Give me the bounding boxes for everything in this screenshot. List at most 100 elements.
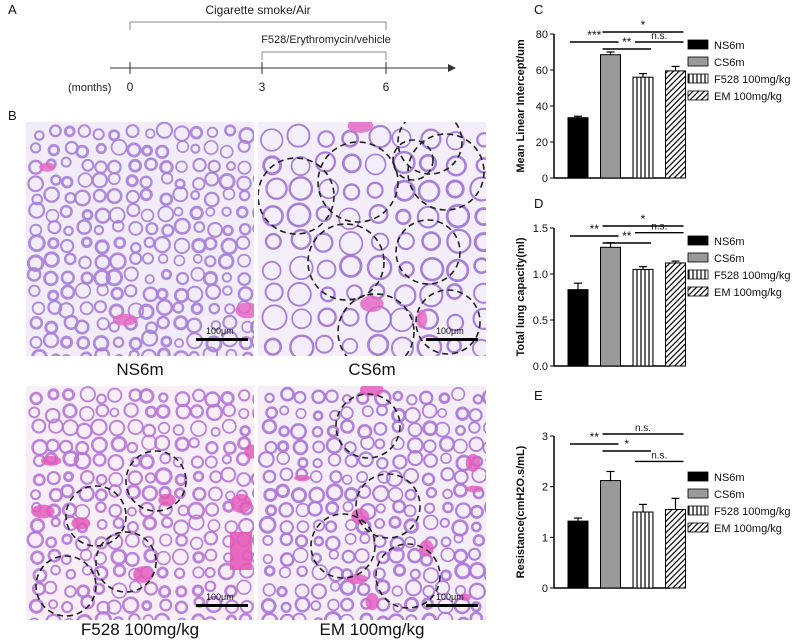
caption-ns6m: NS6m <box>116 360 164 379</box>
y-axis-label: Resistance(cmH2O.s/mL) <box>515 445 527 578</box>
legend-swatch <box>687 505 709 516</box>
timeline-bracket2-label: F528/Erythromycin/vehicle <box>261 34 391 46</box>
micrograph-tissue <box>258 122 486 356</box>
significance-label: * <box>641 212 646 226</box>
timeline-tick-0: 0 <box>127 80 134 94</box>
micrograph-em <box>258 386 486 620</box>
bar-em-100mg-kg <box>665 508 686 589</box>
panel-label-b: B <box>8 108 17 123</box>
legend-swatch <box>687 269 709 280</box>
micrograph-cs6m <box>258 122 486 356</box>
scale-label-f528: 100μm <box>206 592 234 602</box>
bar-f528-100mg-kg <box>632 268 654 367</box>
y-tick-label: 1 <box>542 532 548 544</box>
scale-bar-f528 <box>196 604 248 607</box>
y-tick-label: 3 <box>542 431 548 443</box>
significance-label: ** <box>590 222 600 236</box>
y-tick-label: 80 <box>536 29 548 41</box>
legend-swatch <box>687 73 709 84</box>
significance-label: n.s. <box>651 222 667 233</box>
legend-entry: NS6m <box>714 236 745 248</box>
legend-entry: NS6m <box>714 40 745 52</box>
micrograph-tissue <box>258 386 486 620</box>
scale-label-ns6m: 100μm <box>206 326 234 336</box>
y-axis-label: Total lung capacity(ml) <box>515 237 527 356</box>
legend-swatch <box>687 286 709 297</box>
significance-label: *** <box>587 28 601 42</box>
bar-em-100mg-kg <box>665 262 686 367</box>
treatment-timeline: Cigarette smoke/Air F528/Erythromycin/ve… <box>68 3 456 94</box>
micrograph-ns6m <box>26 122 254 356</box>
legend-swatch <box>687 252 709 263</box>
caption-f528: F528 100mg/kg <box>80 620 200 639</box>
bar-cs6m <box>600 54 621 179</box>
bar-em-100mg-kg <box>665 70 686 179</box>
legend-entry: NS6m <box>714 472 745 484</box>
legend-entry: EM 100mg/kg <box>714 523 782 535</box>
y-tick-label: 0.0 <box>533 361 548 373</box>
caption-em: EM 100mg/kg <box>319 620 425 639</box>
timeline-tick-6: 6 <box>383 80 390 94</box>
timeline-tick-3: 3 <box>259 80 266 94</box>
bar-f528-100mg-kg <box>632 511 654 589</box>
scale-bar-cs6m <box>426 338 478 341</box>
legend-swatch <box>687 471 709 482</box>
legend-entry: CS6m <box>714 57 745 69</box>
y-tick-label: 20 <box>536 137 548 149</box>
panel-label-a: A <box>8 2 17 17</box>
legend-entry: F528 100mg/kg <box>714 74 790 86</box>
y-tick-label: 40 <box>536 101 548 113</box>
legend-swatch <box>687 488 709 499</box>
significance-label: n.s. <box>635 423 651 434</box>
micrograph-f528 <box>26 386 254 620</box>
y-tick-label: 0 <box>542 583 548 595</box>
scale-bar-em <box>426 604 478 607</box>
bar-cs6m <box>600 480 621 589</box>
y-tick-label: 2 <box>542 482 548 494</box>
bar-ns6m <box>567 289 589 367</box>
y-tick-label: 1.5 <box>533 223 548 235</box>
timeline-bracket1-label: Cigarette smoke/Air <box>205 3 310 17</box>
bar-cs6m <box>600 246 621 367</box>
legend-swatch <box>687 235 709 246</box>
micrograph-tissue <box>26 122 254 356</box>
micrograph-tissue <box>26 386 254 620</box>
significance-label: n.s. <box>651 450 667 461</box>
y-tick-label: 60 <box>536 65 548 77</box>
significance-label: * <box>624 437 629 451</box>
timeline-axis-label: (months) <box>68 82 111 94</box>
significance-label: ** <box>622 35 632 49</box>
y-tick-label: 0 <box>542 173 548 185</box>
significance-label: n.s. <box>651 31 667 42</box>
scale-bar-ns6m <box>196 338 248 341</box>
legend-entry: EM 100mg/kg <box>714 287 782 299</box>
bar-f528-100mg-kg <box>632 76 654 179</box>
y-tick-label: 1.0 <box>533 269 548 281</box>
legend-entry: F528 100mg/kg <box>714 506 790 518</box>
y-tick-label: 0.5 <box>533 315 548 327</box>
legend-swatch <box>687 522 709 533</box>
legend-entry: CS6m <box>714 489 745 501</box>
significance-label: * <box>641 18 646 32</box>
panel-label-d: D <box>534 196 544 211</box>
legend-entry: EM 100mg/kg <box>714 91 782 103</box>
legend-swatch <box>687 90 709 101</box>
significance-label: ** <box>590 430 600 444</box>
caption-cs6m: CS6m <box>348 360 396 379</box>
bar-ns6m <box>567 117 589 179</box>
significance-label: ** <box>622 229 632 243</box>
legend-swatch <box>687 56 709 67</box>
legend-swatch <box>687 39 709 50</box>
chart-resistance: 0 1 2 3 Resistance(cmH2O.s/mL) ** n.s. * n.s. NS6… <box>515 423 790 595</box>
scale-label-cs6m: 100μm <box>436 326 464 336</box>
legend-entry: F528 100mg/kg <box>714 270 790 282</box>
bar-ns6m <box>567 520 589 589</box>
y-axis-label: Mean Linear Intercept/um <box>515 39 527 172</box>
legend-entry: CS6m <box>714 253 745 265</box>
scale-label-em: 100μm <box>436 592 464 602</box>
panel-label-c: C <box>534 2 544 17</box>
panel-label-e: E <box>534 388 543 403</box>
